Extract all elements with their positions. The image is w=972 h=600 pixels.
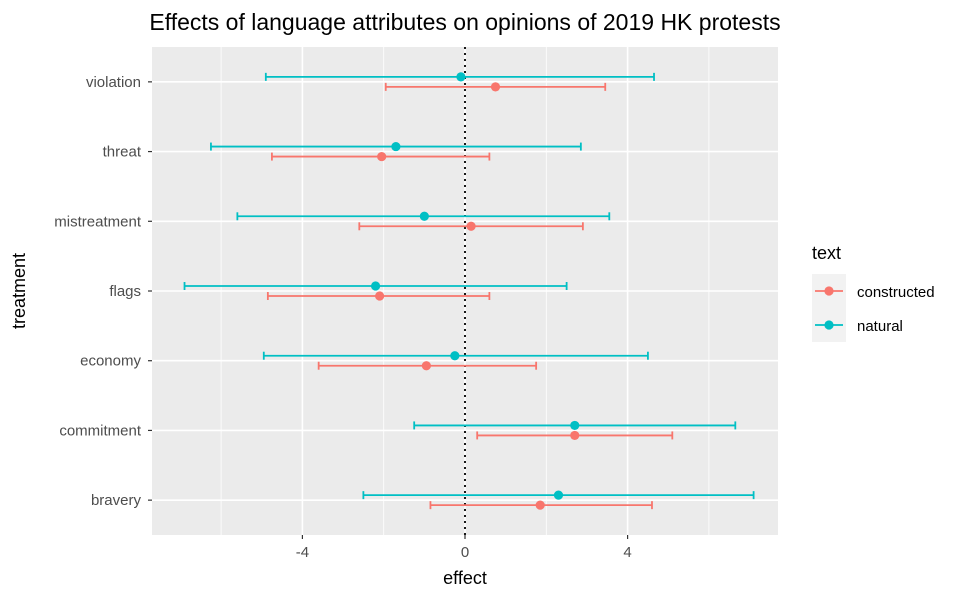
point-constructed-bravery <box>535 500 545 510</box>
legend-label: constructed <box>857 284 935 301</box>
point-constructed-flags <box>375 291 385 301</box>
y-tick-label-flags: flags <box>109 283 141 300</box>
errorbar-natural-economy <box>262 351 649 361</box>
errorbar-constructed-bravery <box>429 500 653 510</box>
y-tick-label-commitment: commitment <box>59 422 142 439</box>
y-tick-label-threat: threat <box>103 144 142 161</box>
point-constructed-violation <box>490 82 501 92</box>
point-natural-violation <box>456 72 466 82</box>
legend-keys: constructed natural <box>812 274 935 342</box>
point-constructed-mistreatment <box>466 221 476 231</box>
x-tick-label: 4 <box>623 544 631 561</box>
axes: -4 0 4 violation threat mistreatment flags econ… <box>54 74 631 561</box>
x-axis-title: effect <box>443 568 487 588</box>
errorbar-natural-violation <box>264 72 655 82</box>
point-natural-threat <box>391 141 401 152</box>
errorbar-natural-commitment <box>413 420 737 431</box>
point-natural-mistreatment <box>419 211 429 221</box>
legend-title: text <box>812 243 841 263</box>
errorbar-natural-flags <box>183 281 568 291</box>
errorbar-constructed-economy <box>317 361 538 371</box>
errorbar-natural-bravery <box>362 490 755 500</box>
point-constructed-threat <box>377 151 387 162</box>
y-tick-label-mistreatment: mistreatment <box>54 213 142 230</box>
legend-key-point <box>824 320 834 330</box>
point-constructed-economy <box>421 361 431 371</box>
point-constructed-commitment <box>570 430 580 441</box>
chart-title: Effects of language attributes on opinio… <box>149 9 780 35</box>
errorbar-constructed-commitment <box>476 430 674 441</box>
x-tick-label: 0 <box>461 544 469 561</box>
errorbar-constructed-threat <box>271 151 491 162</box>
legend-item-natural: natural <box>812 308 903 342</box>
errorbar-constructed-mistreatment <box>358 221 584 231</box>
legend-label: natural <box>857 318 903 335</box>
legend: text constructed natural <box>812 243 935 342</box>
point-natural-commitment <box>570 420 580 431</box>
y-axis-title: treatment <box>9 253 29 329</box>
errorbar-natural-mistreatment <box>236 211 611 221</box>
legend-key-point <box>824 286 834 296</box>
legend-item-constructed: constructed <box>812 274 935 308</box>
point-natural-bravery <box>553 490 564 500</box>
point-natural-flags <box>370 281 381 291</box>
errorbar-natural-threat <box>210 141 582 152</box>
data-marks <box>183 47 755 535</box>
y-tick-label-bravery: bravery <box>91 492 142 509</box>
y-tick-label-violation: violation <box>86 74 141 91</box>
y-tick-label-economy: economy <box>80 353 141 370</box>
x-tick-label: -4 <box>296 544 309 561</box>
point-natural-economy <box>450 351 460 361</box>
errorbar-constructed-flags <box>266 291 491 301</box>
errorbar-constructed-violation <box>384 82 607 92</box>
